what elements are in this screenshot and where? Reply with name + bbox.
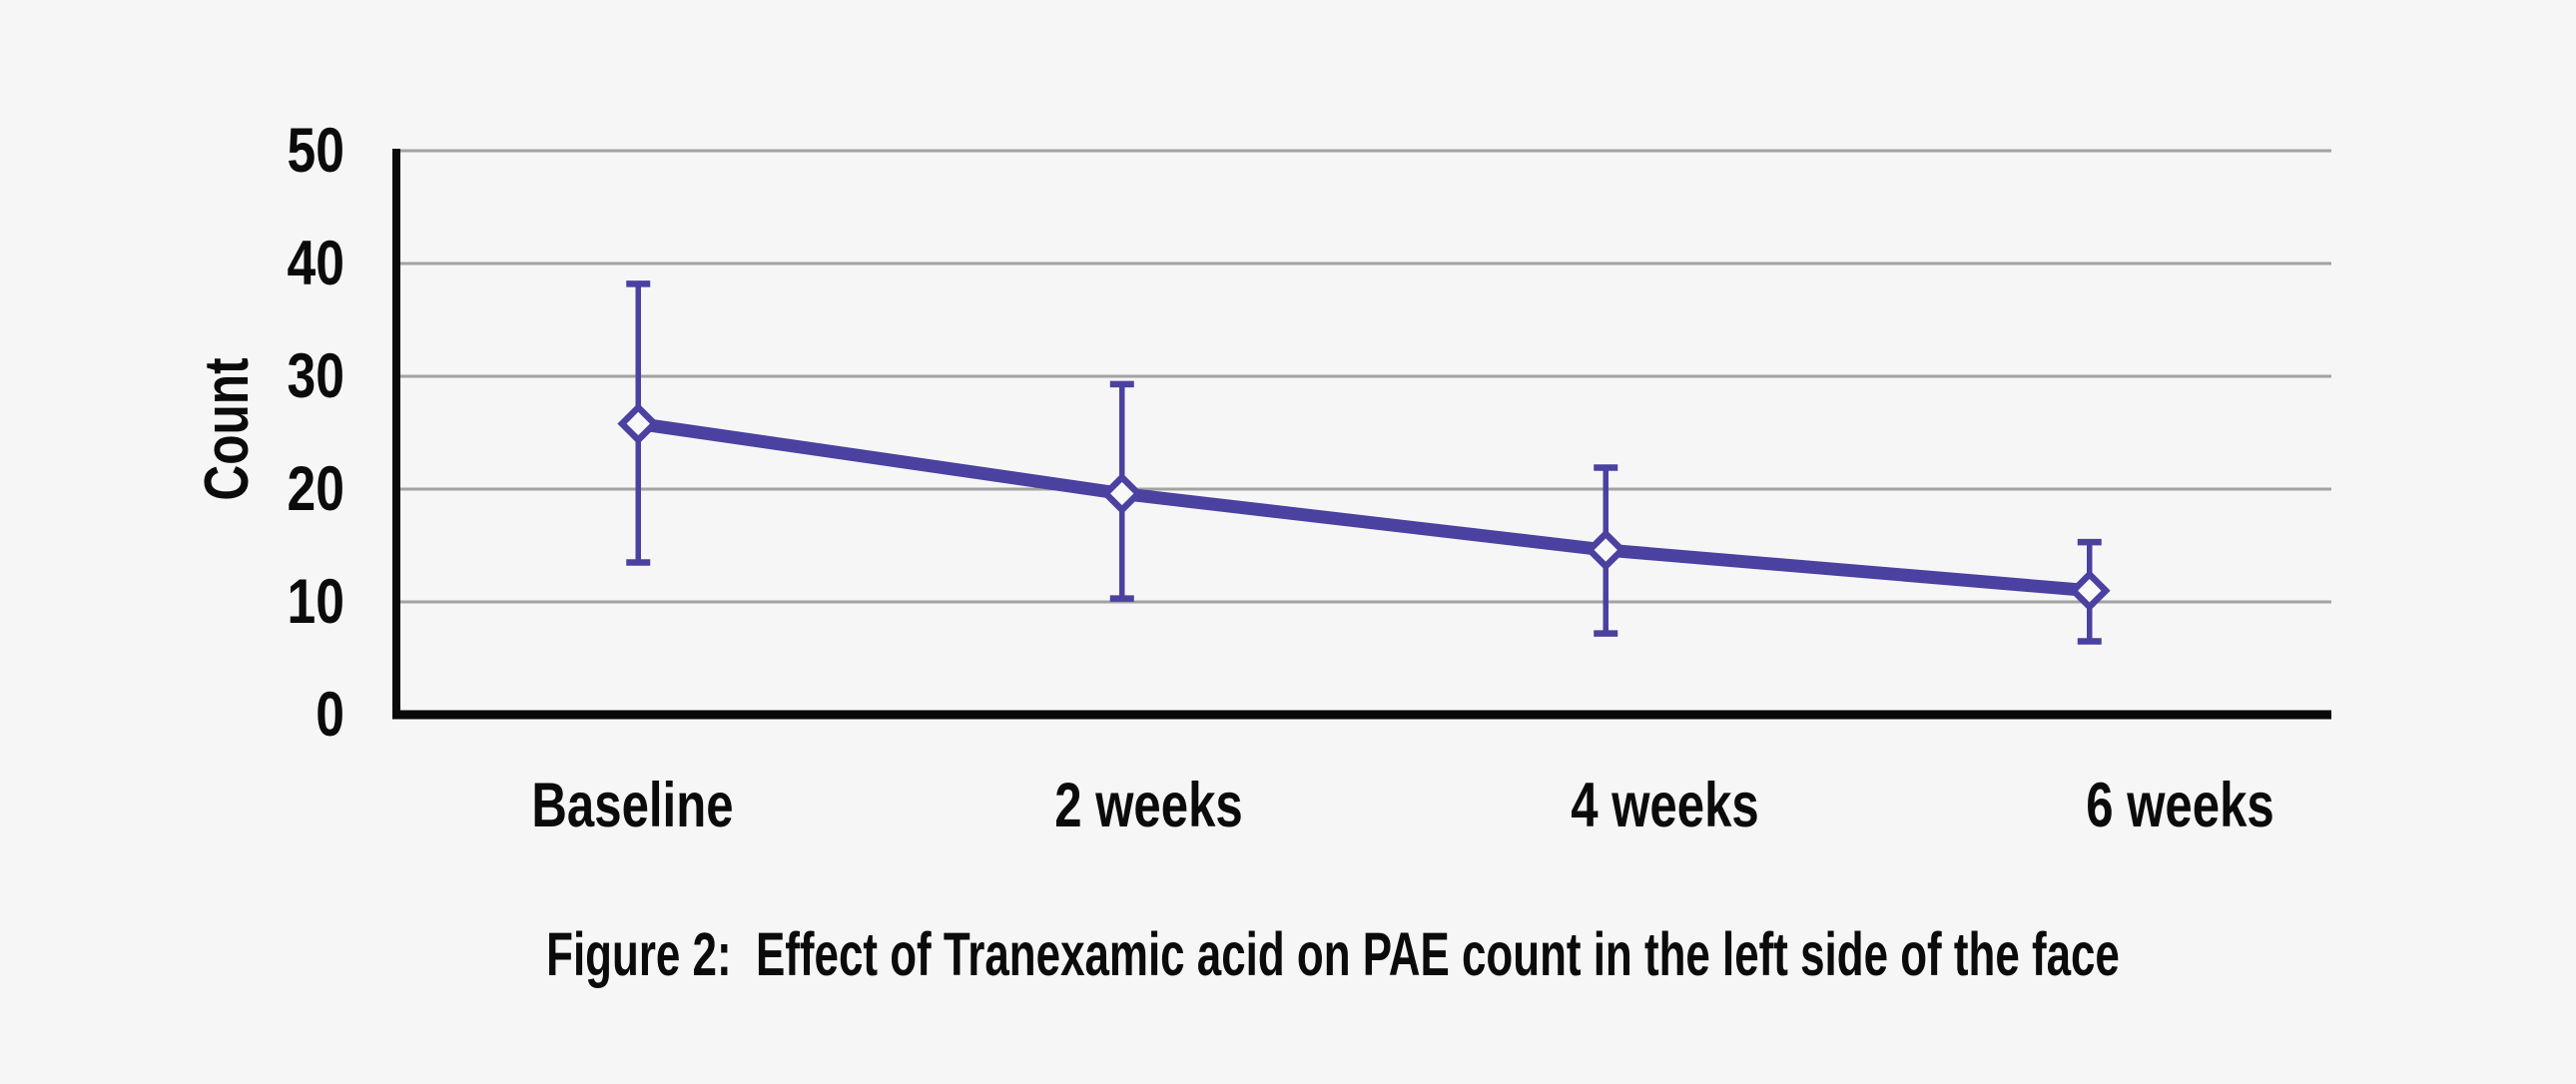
y-tick-label-10: 10 xyxy=(287,567,344,637)
x-category-label-2-weeks: 2 weeks xyxy=(1053,771,1243,840)
y-tick-label-0: 0 xyxy=(316,680,344,750)
marker-4 weeks xyxy=(1585,529,1627,571)
x-category-label-baseline: Baseline xyxy=(531,771,734,840)
marker-Baseline xyxy=(617,402,660,445)
y-tick-label-40: 40 xyxy=(287,229,344,298)
x-category-label-6-weeks: 6 weeks xyxy=(2086,771,2275,840)
figure-caption: Figure 2: Effect of Tranexamic acid on P… xyxy=(546,920,2120,988)
marker-6 weeks xyxy=(2068,569,2111,612)
y-tick-label-30: 30 xyxy=(287,341,344,411)
y-tick-label-20: 20 xyxy=(287,454,344,524)
y-tick-label-50: 50 xyxy=(287,116,344,186)
marker-2 weeks xyxy=(1100,472,1143,515)
trend-line xyxy=(631,416,2097,598)
x-category-label-4-weeks: 4 weeks xyxy=(1570,771,1759,840)
y-axis-title: Count xyxy=(193,357,262,501)
